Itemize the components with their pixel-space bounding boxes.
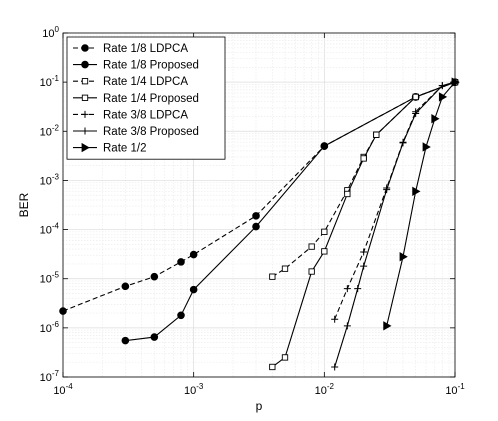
- legend-label: Rate 1/2: [103, 143, 146, 155]
- data-point: [252, 212, 260, 220]
- legend-label: Rate 1/4 Proposed: [103, 93, 199, 105]
- series-4: [269, 78, 459, 371]
- data-point: [354, 285, 362, 293]
- data-point: [281, 354, 289, 361]
- x-tick-label: 10-3: [184, 382, 204, 397]
- data-point: [269, 273, 276, 280]
- y-tick-label: 10-1: [40, 74, 60, 89]
- series-layer: [59, 77, 460, 371]
- data-point: [252, 222, 260, 231]
- data-point: [373, 131, 380, 138]
- legend-marker: [81, 78, 89, 85]
- y-tick-label: 10-4: [40, 222, 60, 237]
- data-point: [399, 139, 407, 147]
- data-point: [321, 228, 328, 235]
- data-point: [399, 252, 408, 262]
- data-point: [412, 186, 421, 197]
- y-tick-label: 100: [42, 25, 59, 40]
- y-tick-label: 10-5: [40, 271, 60, 286]
- data-point: [269, 363, 276, 371]
- data-point: [412, 93, 419, 101]
- data-point: [343, 285, 351, 293]
- legend-marker: [81, 44, 89, 52]
- x-axis-label: p: [256, 399, 263, 413]
- data-point: [331, 315, 339, 323]
- data-point: [177, 258, 185, 266]
- axis-ticks: 10-4 10-3 10-2 10-1 10-7 10-6 10-5 10-4 10-3 10-2…: [40, 25, 466, 397]
- data-point: [438, 82, 446, 90]
- data-point: [321, 248, 328, 255]
- data-point: [438, 92, 448, 102]
- data-point: [308, 268, 315, 275]
- data-point: [177, 311, 185, 320]
- data-point: [451, 77, 460, 87]
- legend-item: Rate 1/4 Proposed: [73, 93, 199, 105]
- legend-label: Rate 3/8 Proposed: [103, 126, 199, 138]
- data-point: [360, 155, 367, 162]
- data-point: [121, 282, 130, 291]
- x-tick-label: 10-4: [53, 382, 73, 397]
- legend-label: Rate 1/8 Proposed: [103, 60, 199, 72]
- y-tick-label: 10-2: [40, 123, 60, 138]
- y-axis-label: BER: [17, 192, 31, 217]
- legend-marker: [81, 110, 89, 118]
- legend-label: Rate 1/8 LDPCA: [103, 43, 188, 55]
- legend-marker: [81, 94, 89, 101]
- legend-item: Rate 1/4 LDPCA: [73, 76, 188, 88]
- legend-marker: [81, 60, 89, 69]
- data-point: [331, 363, 339, 371]
- y-tick-label: 10-3: [40, 172, 60, 187]
- data-point: [121, 336, 130, 345]
- y-tick-label: 10-6: [40, 320, 60, 335]
- x-tick-label: 10-2: [315, 382, 335, 397]
- legend-item: Rate 3/8 LDPCA: [73, 109, 188, 121]
- y-tick-label: 10-7: [40, 369, 60, 384]
- data-point: [431, 114, 440, 124]
- data-point: [308, 243, 315, 250]
- legend-item: Rate 3/8 Proposed: [73, 126, 199, 138]
- data-point: [344, 190, 351, 198]
- data-point: [150, 333, 159, 341]
- data-point: [189, 285, 198, 294]
- data-point: [383, 186, 391, 194]
- data-point: [189, 250, 198, 259]
- data-point: [383, 321, 392, 331]
- data-point: [422, 142, 431, 152]
- data-point: [320, 142, 329, 150]
- data-point: [281, 265, 289, 272]
- legend-label: Rate 3/8 LDPCA: [103, 109, 188, 121]
- data-point: [412, 110, 420, 118]
- legend: Rate 1/8 LDPCA Rate 1/8 Proposed Rate 1/4 …: [66, 36, 226, 160]
- series-7: [383, 77, 460, 331]
- data-point: [150, 272, 159, 281]
- legend-item: Rate 1/8 Proposed: [73, 60, 199, 72]
- x-tick-label: 10-1: [445, 382, 465, 397]
- legend-marker: [81, 142, 90, 153]
- plot-frame: [62, 32, 456, 378]
- data-point: [59, 307, 67, 315]
- data-point: [360, 262, 368, 270]
- legend-item: Rate 1/2: [73, 143, 146, 155]
- legend-marker: [81, 127, 89, 135]
- data-point: [343, 322, 351, 330]
- legend-label: Rate 1/4 LDPCA: [103, 76, 188, 88]
- series-line: [125, 81, 456, 342]
- data-point: [360, 248, 368, 256]
- legend-item: Rate 1/8 LDPCA: [73, 43, 188, 55]
